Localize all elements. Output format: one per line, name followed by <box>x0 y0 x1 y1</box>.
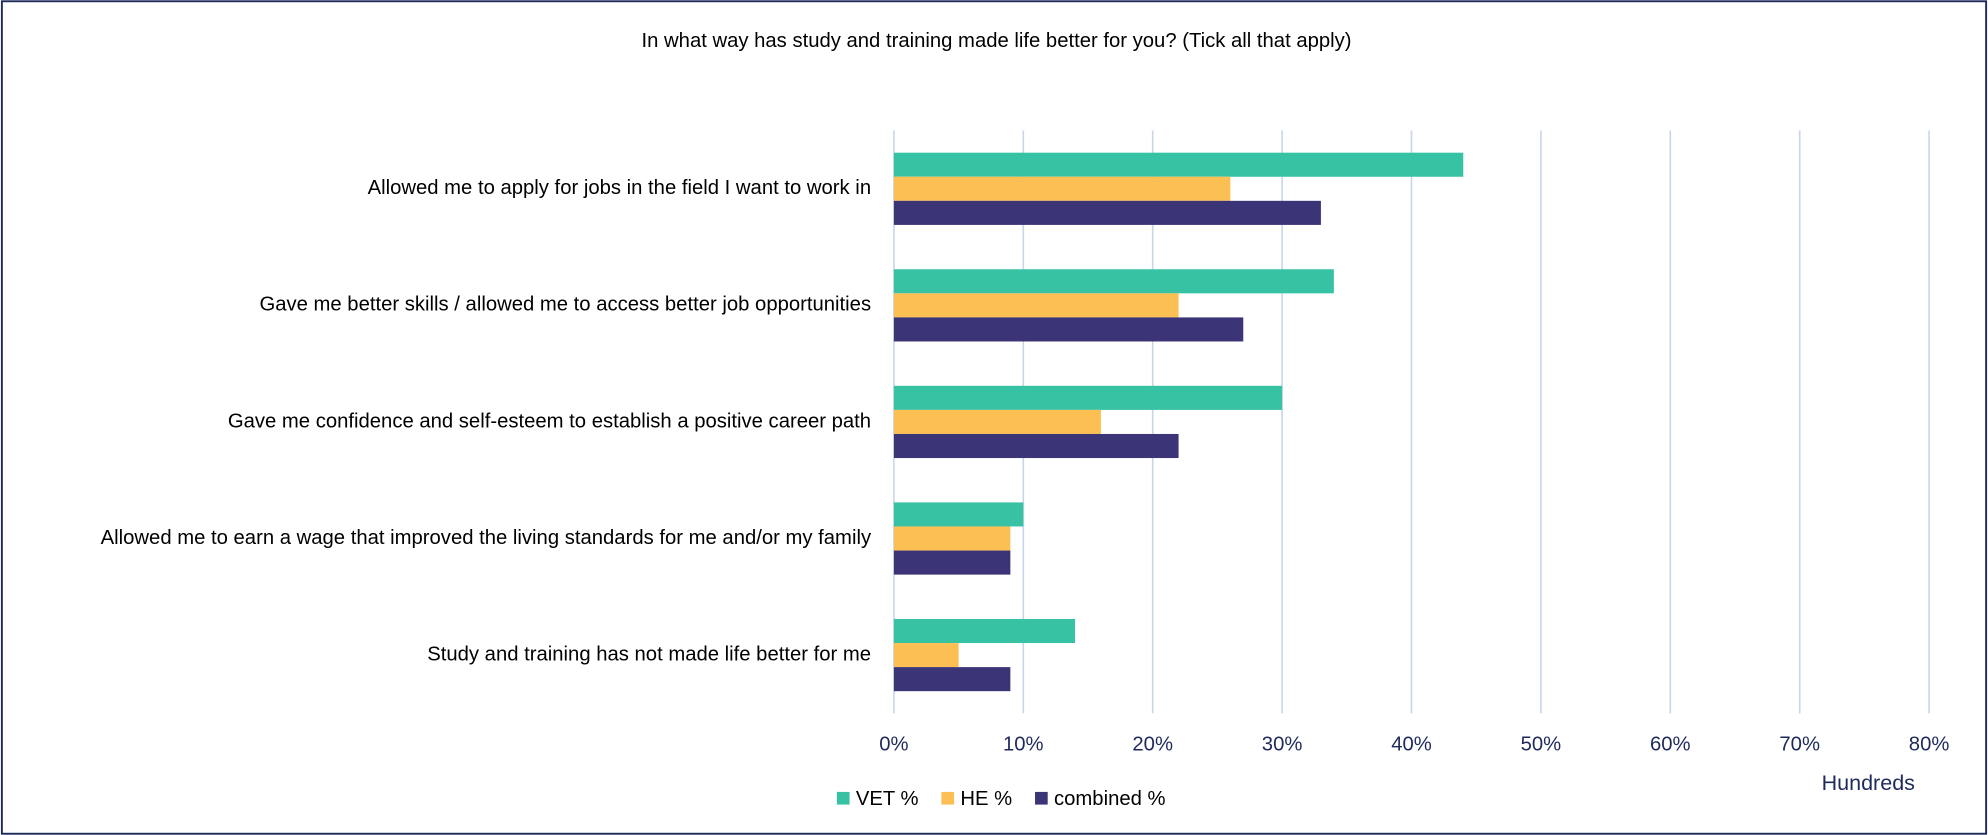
bar <box>893 667 1011 692</box>
bar <box>893 317 1244 342</box>
y-tick-label: Study and training has not made life bet… <box>427 643 871 665</box>
y-tick-label: Allowed me to earn a wage that improved … <box>101 527 872 549</box>
x-tick-label: 30% <box>1262 733 1303 755</box>
bar <box>893 526 1011 551</box>
bar <box>893 502 1024 527</box>
bar <box>893 385 1283 410</box>
x-tick-label: 60% <box>1650 733 1691 755</box>
legend-swatch <box>941 791 955 805</box>
legend-swatch <box>1035 791 1048 805</box>
legend-label: combined % <box>1054 788 1166 810</box>
legend-label: HE % <box>960 788 1012 810</box>
x-tick-label: 70% <box>1779 733 1820 755</box>
y-tick-label: Gave me confidence and self-esteem to es… <box>228 410 871 432</box>
legend-swatch <box>836 791 850 805</box>
bar <box>893 618 1076 644</box>
x-tick-label: 20% <box>1132 733 1173 755</box>
x-tick-label: 0% <box>879 733 908 755</box>
bar <box>893 433 1179 459</box>
x-tick-label: 50% <box>1521 733 1562 755</box>
bar <box>893 293 1179 318</box>
legend-label: VET % <box>856 788 919 810</box>
axis-unit-label: Hundreds <box>1822 771 1915 795</box>
bar <box>893 152 1464 177</box>
bar <box>893 409 1101 434</box>
x-tick-label: 80% <box>1909 733 1950 755</box>
x-tick-label: 10% <box>1003 733 1044 755</box>
y-tick-label: Allowed me to apply for jobs in the fiel… <box>368 177 872 199</box>
bar <box>893 643 959 668</box>
bar <box>893 550 1011 575</box>
bar <box>893 269 1334 294</box>
bar <box>893 200 1321 225</box>
bar <box>893 176 1231 201</box>
y-tick-label: Gave me better skills / allowed me to ac… <box>259 294 871 316</box>
x-tick-label: 40% <box>1391 733 1432 755</box>
chart-title: In what way has study and training made … <box>642 30 1352 52</box>
